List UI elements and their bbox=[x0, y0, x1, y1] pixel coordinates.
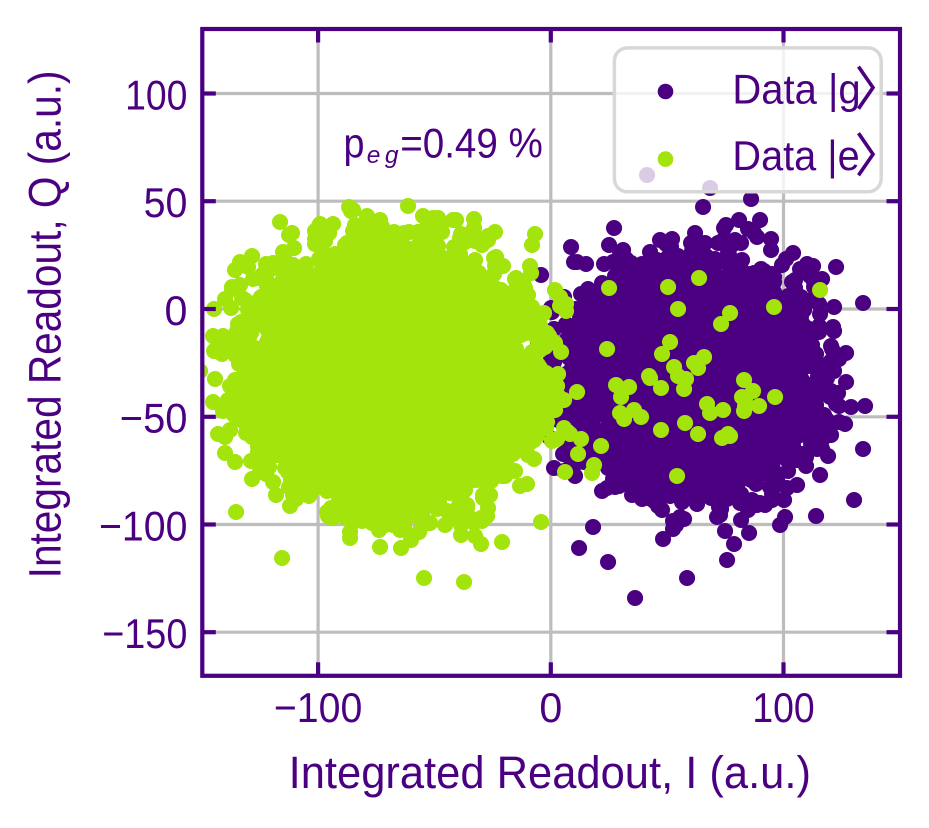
svg-text:−150: −150 bbox=[102, 610, 187, 657]
svg-text:50: 50 bbox=[144, 179, 188, 226]
svg-text:p: p bbox=[344, 120, 365, 167]
svg-text:100: 100 bbox=[125, 71, 187, 118]
svg-text:Integrated Readout, I (a.u.): Integrated Readout, I (a.u.) bbox=[289, 747, 811, 798]
svg-text:Data |e: Data |e bbox=[732, 132, 859, 179]
svg-text:Data |g: Data |g bbox=[732, 65, 860, 112]
svg-text:−50: −50 bbox=[120, 395, 188, 442]
svg-text:−100: −100 bbox=[274, 684, 362, 731]
svg-text:Integrated Readout, Q (a.u.): Integrated Readout, Q (a.u.) bbox=[20, 70, 71, 578]
svg-text:=0.49 %: =0.49 % bbox=[400, 120, 543, 167]
svg-text:100: 100 bbox=[752, 684, 814, 731]
svg-text:0: 0 bbox=[165, 287, 188, 334]
svg-text:eg: eg bbox=[367, 142, 403, 169]
svg-text:−100: −100 bbox=[99, 502, 187, 549]
svg-text:0: 0 bbox=[539, 684, 562, 731]
